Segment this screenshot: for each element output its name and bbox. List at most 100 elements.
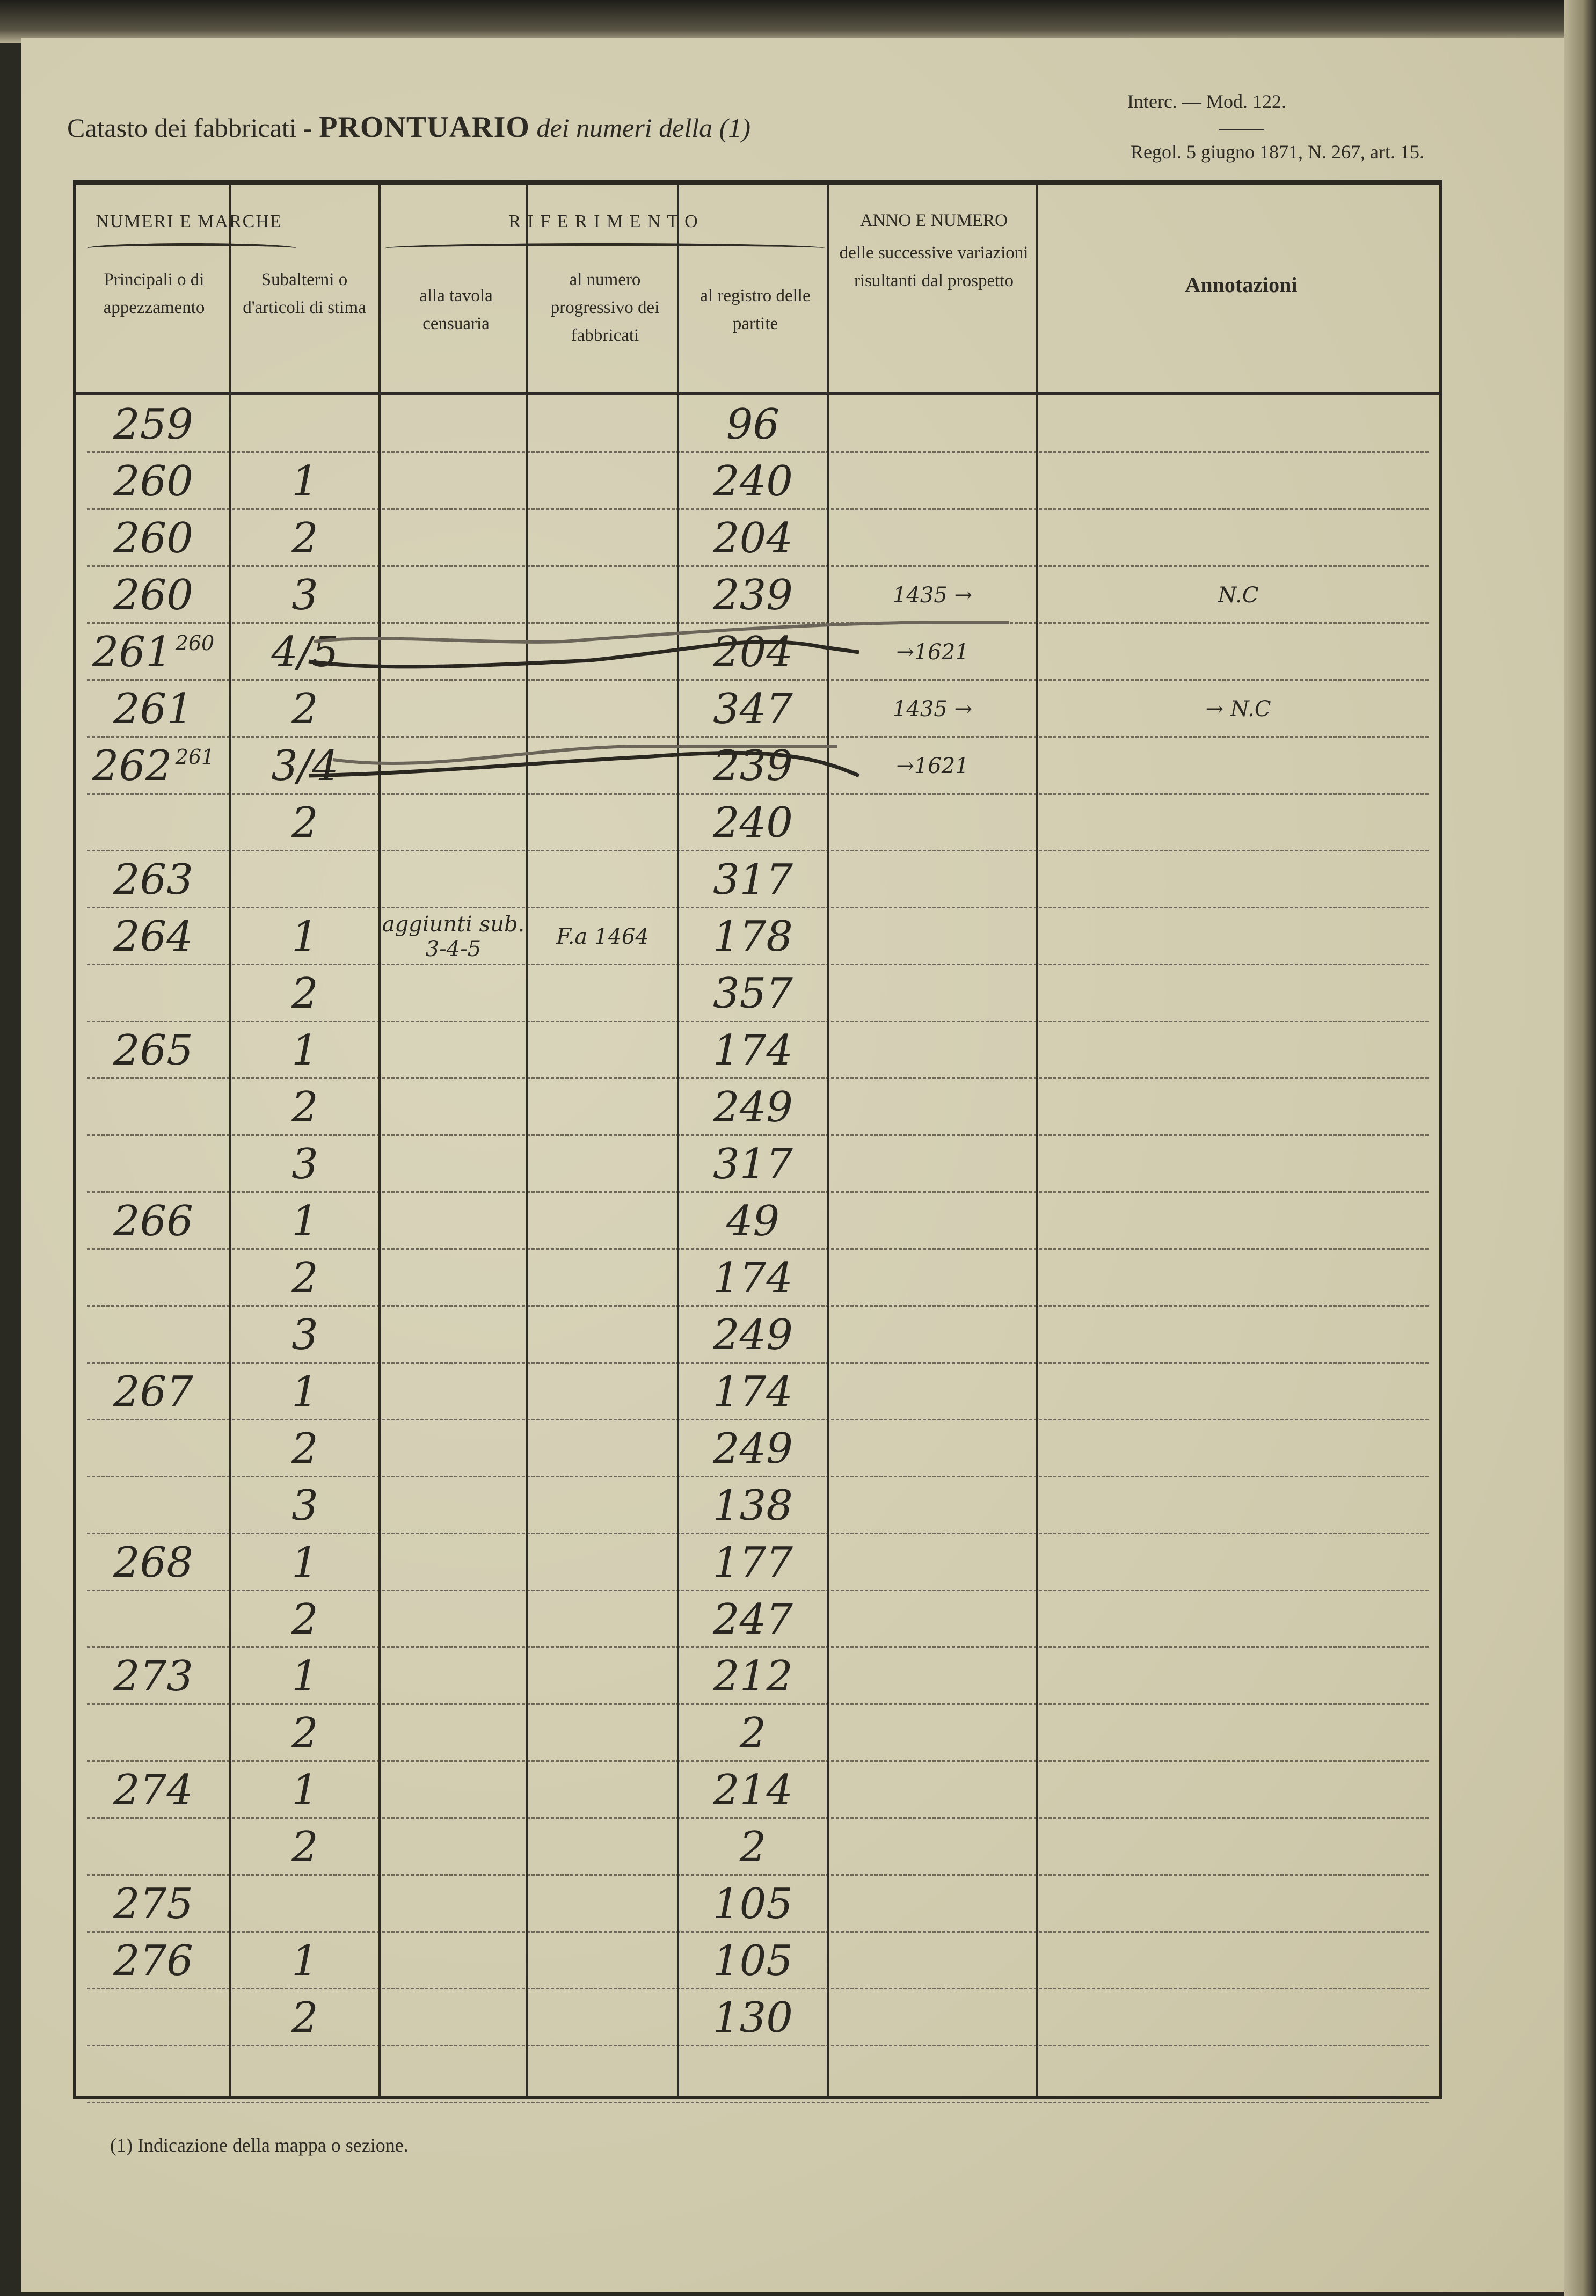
cell-registro: 239 bbox=[678, 567, 828, 624]
row-rule bbox=[87, 679, 1429, 681]
row-rule bbox=[87, 1419, 1429, 1420]
cell-registro bbox=[678, 2046, 828, 2103]
cell-registro: 317 bbox=[678, 851, 828, 908]
cell-registro-value: 239 bbox=[713, 571, 793, 619]
row-rule bbox=[87, 1362, 1429, 1364]
cell-variazioni-value: →1621 bbox=[896, 640, 969, 665]
cell-registro-value: 130 bbox=[713, 1994, 793, 2042]
cell-principal: 266 bbox=[76, 1193, 230, 1250]
header-variazioni: delle successive variazioni risultanti d… bbox=[839, 243, 1029, 290]
cell-registro-value: 317 bbox=[713, 1140, 793, 1189]
row-rule bbox=[87, 565, 1429, 567]
cell-sub: 2 bbox=[230, 1079, 380, 1136]
cell-tavola bbox=[380, 1989, 527, 2046]
cell-annotazioni bbox=[1037, 965, 1439, 1022]
cell-principal bbox=[76, 1307, 230, 1364]
header-riferimento: R I F E R I M E N T O bbox=[508, 212, 699, 231]
cell-annotazioni bbox=[1037, 1989, 1439, 2046]
cell-progressivo bbox=[527, 453, 678, 510]
cell-principal-value: 261 bbox=[92, 628, 172, 676]
cell-sub: 3 bbox=[230, 1307, 380, 1364]
cell-principal-value: 266 bbox=[113, 1197, 193, 1245]
cell-tavola bbox=[380, 965, 527, 1022]
cell-principal bbox=[76, 1591, 230, 1648]
cell-principal: 263 bbox=[76, 851, 230, 908]
cell-sub-value: 1 bbox=[291, 1368, 318, 1416]
cell-principal-value: 261 bbox=[113, 685, 193, 733]
cell-progressivo bbox=[527, 1933, 678, 1989]
cell-sub-value: 2 bbox=[291, 799, 318, 847]
cell-sub: 1 bbox=[230, 453, 380, 510]
cell-sub: 3 bbox=[230, 1136, 380, 1193]
cell-sub: 2 bbox=[230, 1250, 380, 1307]
cell-sub: 4/5 bbox=[230, 624, 380, 681]
cell-principal bbox=[76, 1989, 230, 2046]
cell-annotazioni bbox=[1037, 1705, 1439, 1762]
cell-principal-value: 273 bbox=[113, 1652, 193, 1701]
cell-progressivo bbox=[527, 624, 678, 681]
cell-tavola bbox=[380, 1819, 527, 1876]
cell-registro-value: 249 bbox=[713, 1083, 793, 1132]
row-rule bbox=[87, 1191, 1429, 1193]
cell-tavola bbox=[380, 567, 527, 624]
cell-registro-value: 204 bbox=[713, 628, 793, 676]
cell-variazioni bbox=[828, 908, 1037, 965]
header-divider bbox=[76, 392, 1439, 395]
cell-tavola bbox=[380, 1933, 527, 1989]
cell-registro: 174 bbox=[678, 1022, 828, 1079]
cell-registro-value: 249 bbox=[713, 1425, 793, 1473]
cell-annotazioni bbox=[1037, 1364, 1439, 1420]
cell-tavola bbox=[380, 1307, 527, 1364]
cell-tavola bbox=[380, 1477, 527, 1534]
table-row: 2 249 bbox=[76, 1079, 1439, 1136]
cell-tavola bbox=[380, 1705, 527, 1762]
cell-progressivo bbox=[527, 567, 678, 624]
cell-progressivo bbox=[527, 965, 678, 1022]
cell-annotazioni bbox=[1037, 1648, 1439, 1705]
cell-registro-value: 105 bbox=[713, 1937, 793, 1985]
cell-variazioni bbox=[828, 1989, 1037, 2046]
cell-registro: 174 bbox=[678, 1250, 828, 1307]
cell-annotazioni bbox=[1037, 1022, 1439, 1079]
column-divider bbox=[827, 185, 829, 2096]
divider bbox=[1219, 129, 1264, 130]
cell-annotazioni-value: → N.C bbox=[1205, 697, 1271, 721]
cell-registro-value: 177 bbox=[713, 1539, 793, 1587]
cell-registro: 247 bbox=[678, 1591, 828, 1648]
cell-tavola bbox=[380, 738, 527, 795]
header-registro: al registro delle partite bbox=[700, 286, 811, 333]
cell-registro: 49 bbox=[678, 1193, 828, 1250]
cell-progressivo bbox=[527, 795, 678, 851]
cell-sub-value: 1 bbox=[291, 1539, 318, 1587]
cell-registro: 240 bbox=[678, 453, 828, 510]
cell-progressivo bbox=[527, 738, 678, 795]
row-rule bbox=[87, 850, 1429, 851]
cell-sub-value: 3/4 bbox=[271, 742, 339, 790]
cell-registro-value: 174 bbox=[713, 1254, 793, 1302]
cell-sub: 1 bbox=[230, 908, 380, 965]
row-rule bbox=[87, 1988, 1429, 1989]
cell-progressivo bbox=[527, 396, 678, 453]
cell-annotazioni bbox=[1037, 1193, 1439, 1250]
row-rule bbox=[87, 964, 1429, 965]
cell-variazioni bbox=[828, 1591, 1037, 1648]
cell-principal bbox=[76, 1819, 230, 1876]
cell-variazioni: →1621 bbox=[828, 738, 1037, 795]
cell-registro-value: 357 bbox=[713, 970, 793, 1018]
cell-principal-value: 264 bbox=[113, 913, 193, 961]
header-anno-e-numero: ANNO E NUMERO bbox=[860, 211, 1008, 230]
cell-sub: 1 bbox=[230, 1933, 380, 1989]
row-rule bbox=[87, 1646, 1429, 1648]
table-row: 268 1 177 bbox=[76, 1534, 1439, 1591]
row-rule bbox=[87, 1703, 1429, 1705]
register-table: NUMERI E MARCHE R I F E R I M E N T O AN… bbox=[73, 180, 1442, 2103]
row-rule bbox=[87, 1248, 1429, 1250]
cell-annotazioni bbox=[1037, 1250, 1439, 1307]
cell-sub: 1 bbox=[230, 1762, 380, 1819]
cell-tavola bbox=[380, 453, 527, 510]
cell-tavola-value: aggiunti sub. 3-4-5 bbox=[382, 912, 525, 961]
header-annotazioni: Annotazioni bbox=[1185, 273, 1298, 297]
row-rule bbox=[87, 508, 1429, 510]
cell-registro: 2 bbox=[678, 1819, 828, 1876]
table-row: 276 1 105 bbox=[76, 1933, 1439, 1989]
